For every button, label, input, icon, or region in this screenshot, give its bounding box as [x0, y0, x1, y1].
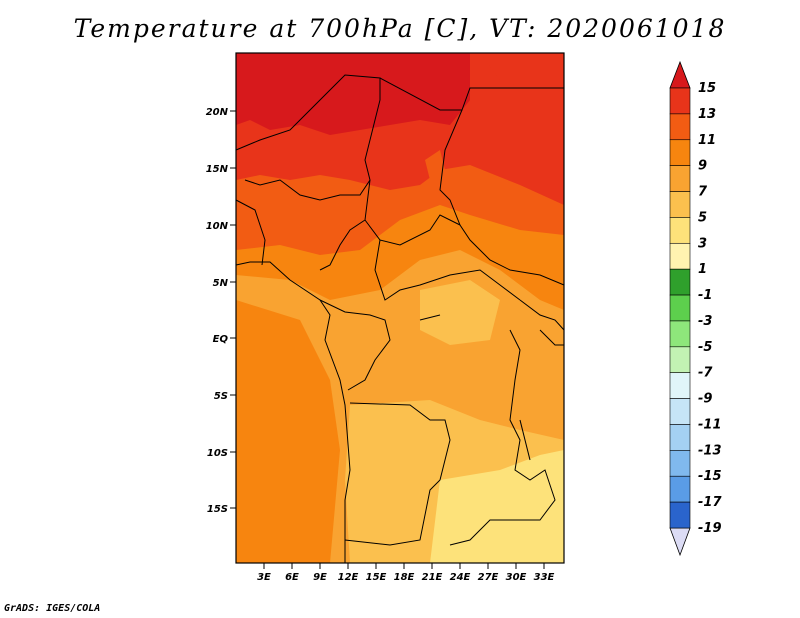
lat-label-10n: 10N	[206, 221, 229, 232]
colorbar-box	[669, 217, 691, 244]
lat-label-20n: 20N	[206, 107, 229, 118]
colorbar-top-arrow	[669, 60, 691, 89]
colorbar-box	[669, 268, 691, 296]
colorbar-label: -3	[698, 314, 712, 329]
lon-label-33e: 33E	[534, 572, 555, 583]
colorbar-box	[669, 242, 691, 270]
lon-axis: 3E 6E 9E 12E 15E 18E 21E 24E 27E 30E 33E	[257, 563, 555, 583]
lon-label-21e: 21E	[422, 572, 443, 583]
lat-label-10s: 10S	[207, 448, 228, 459]
colorbar-label: 13	[698, 107, 716, 122]
border-chad-car	[364, 214, 461, 246]
colorbar-label: -13	[698, 443, 722, 458]
colorbar-label: -17	[698, 495, 722, 510]
coastline-west	[235, 261, 351, 563]
colorbar-box	[669, 165, 691, 192]
lake-tanganyika	[519, 419, 531, 461]
colorbar-label: -7	[698, 366, 713, 381]
colorbar-box	[669, 113, 691, 141]
border-car-drc	[374, 239, 521, 301]
colorbar-label: 3	[698, 236, 707, 251]
field-band-13-ne	[480, 53, 564, 90]
colorbar-label: -5	[698, 340, 712, 355]
temperature-field	[236, 53, 564, 563]
map-frame	[235, 52, 565, 564]
grads-credit: GrADS: IGES/COLA	[4, 603, 101, 614]
colorbar: 15 13 11 9 7 5 3 1 -1 -3 -5 -7 -9 -11 -13 -15 -17 -19	[669, 60, 722, 557]
lon-label-27e: 27E	[478, 572, 499, 583]
colorbar-box	[669, 501, 691, 529]
field-patch-13	[425, 150, 445, 180]
colorbar-label: -1	[698, 288, 712, 303]
lon-label-6e: 6E	[285, 572, 299, 583]
border-east	[449, 329, 556, 546]
colorbar-labels: 15 13 11 9 7 5 3 1 -1 -3 -5 -7 -9 -11 -13 -15 -17 -19	[698, 81, 722, 536]
field-patch-5-congo	[420, 280, 500, 345]
border-chad-sudan	[439, 109, 565, 286]
lon-label-18e: 18E	[394, 572, 415, 583]
lat-label-eq: EQ	[213, 334, 229, 345]
field-band-9-west	[236, 300, 340, 563]
border-niger-mali	[235, 74, 381, 201]
lat-label-15n: 15N	[206, 164, 229, 175]
lat-label-5s: 5S	[214, 391, 228, 402]
lon-label-3e: 3E	[257, 572, 271, 583]
lat-axis: 20N 15N 10N 5N EQ 5S 10S 15S	[206, 107, 236, 515]
lat-label-5n: 5N	[213, 278, 229, 289]
lon-label-30e: 30E	[506, 572, 527, 583]
field-band-3	[430, 450, 564, 563]
colorbar-box	[669, 191, 691, 218]
border-benin-togo	[235, 199, 266, 266]
lon-label-15e: 15E	[366, 572, 387, 583]
lat-label-15s: 15S	[207, 504, 228, 515]
colorbar-box	[669, 372, 691, 399]
colorbar-label: -11	[698, 417, 722, 432]
lon-label-12e: 12E	[338, 572, 359, 583]
colorbar-label: -15	[698, 469, 722, 484]
lon-label-9e: 9E	[313, 572, 327, 583]
border-nigeria-cameroon	[319, 179, 371, 271]
colorbar-box	[669, 398, 691, 425]
map-title: Temperature at 700hPa [C], VT: 202006101…	[73, 14, 727, 43]
lon-label-24e: 24E	[450, 572, 471, 583]
border-gabon-congo	[319, 299, 391, 391]
colorbar-box	[669, 346, 691, 374]
colorbar-label: 7	[698, 185, 708, 200]
colorbar-box	[669, 139, 691, 166]
colorbar-label: -9	[698, 392, 712, 407]
lake-victoria	[539, 329, 564, 346]
colorbar-label: 1	[698, 262, 707, 277]
colorbar-label: -19	[698, 521, 722, 536]
colorbar-box	[669, 475, 691, 503]
colorbar-box	[669, 294, 691, 322]
colorbar-box	[669, 424, 691, 451]
border-uganda	[519, 299, 565, 331]
colorbar-box	[669, 320, 691, 348]
colorbar-box	[669, 450, 691, 477]
border-angola	[344, 402, 451, 546]
colorbar-bottom-arrow	[669, 527, 691, 557]
colorbar-label: 9	[698, 159, 707, 174]
field-band-15	[236, 53, 470, 135]
colorbar-boxes	[669, 87, 691, 529]
colorbar-label: 11	[698, 133, 716, 148]
boundaries	[235, 74, 565, 563]
colorbar-label: 15	[698, 81, 716, 96]
colorbar-box	[669, 87, 691, 115]
river-1	[419, 314, 441, 321]
colorbar-label: 5	[698, 210, 707, 225]
